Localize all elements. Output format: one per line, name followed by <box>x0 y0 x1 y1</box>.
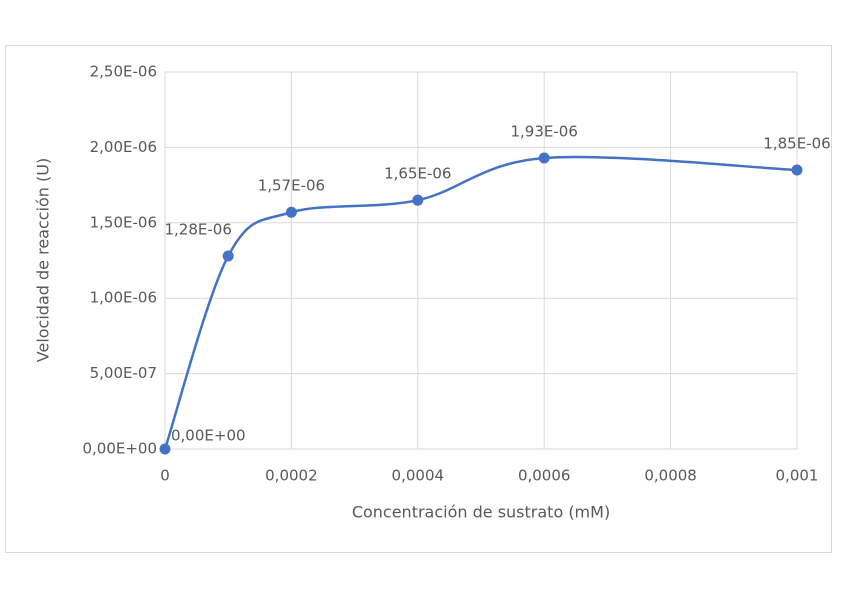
data-label: 1,57E-06 <box>258 177 325 195</box>
series-line <box>163 155 798 450</box>
x-tick-label: 0,0008 <box>644 467 697 485</box>
x-tick-label: 0,0002 <box>265 467 318 485</box>
data-label: 1,85E-06 <box>763 135 830 153</box>
x-tick-label: 0,0006 <box>518 467 571 485</box>
x-tick-label: 0,001 <box>776 467 819 485</box>
data-point <box>538 152 550 164</box>
data-point <box>285 206 297 218</box>
x-tick-label: 0 <box>160 467 170 485</box>
chart-frame <box>5 45 832 553</box>
y-tick-label: 1,50E-06 <box>90 213 157 231</box>
data-label: 0,00E+00 <box>171 427 246 445</box>
y-tick-label: 5,00E-07 <box>90 364 157 382</box>
y-tick-label: 0,00E+00 <box>82 440 157 458</box>
y-tick-label: 1,00E-06 <box>90 289 157 307</box>
data-label: 1,28E-06 <box>165 220 232 238</box>
x-tick-label: 0,0004 <box>392 467 445 485</box>
data-point <box>222 250 234 262</box>
data-point <box>159 443 171 455</box>
data-point <box>412 194 424 206</box>
x-axis-title: Concentración de sustrato (mM) <box>352 503 610 522</box>
data-point <box>791 164 803 176</box>
data-label: 1,65E-06 <box>384 165 451 183</box>
y-tick-label: 2,00E-06 <box>90 138 157 156</box>
data-label: 1,93E-06 <box>511 122 578 140</box>
y-axis-title: Velocidad de reacción (U) <box>34 158 53 362</box>
y-tick-label: 2,50E-06 <box>90 63 157 81</box>
